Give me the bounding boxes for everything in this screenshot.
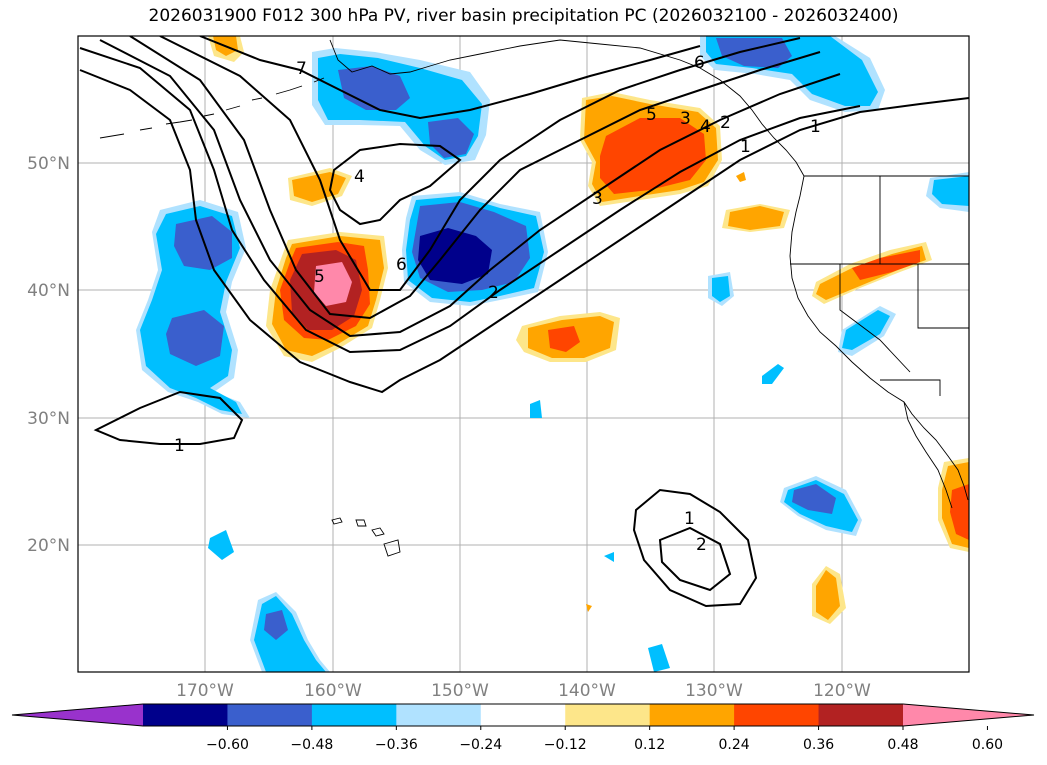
contour-label: 1 [810, 117, 821, 137]
latitude-labels: 50°N 40°N 30°N 20°N [27, 154, 70, 556]
colorbar-tick-label: −0.36 [375, 737, 418, 753]
shading-orange-123w [586, 566, 846, 624]
colorbar-segment [818, 704, 904, 726]
contour-labels: 7 6 5 4 3 2 1 6 5 3 4 2 1 1 1 2 [174, 53, 821, 555]
shading-blue-montana [926, 172, 969, 212]
contour-label: 2 [488, 283, 499, 303]
contour-label: 4 [700, 117, 711, 137]
contour-label: 1 [684, 509, 695, 529]
colorbar-tick-label: −0.12 [544, 737, 587, 753]
shading-orange-146w [516, 312, 620, 362]
shading-orange-nevada [812, 242, 932, 304]
contour-label: 3 [592, 189, 603, 209]
colorbar-tick-label: 0.12 [634, 737, 665, 753]
longitude-labels: 170°W 160°W 150°W 140°W 130°W 120°W [176, 681, 871, 701]
contour-label: 1 [174, 436, 185, 456]
shading-blue-130w [708, 272, 734, 306]
contour-label: 1 [740, 137, 751, 157]
colorbar-tick-label: 0.24 [719, 737, 750, 753]
shading-blue-123w [780, 476, 862, 536]
colorbar-segment [565, 704, 651, 726]
colorbar-tick-label: −0.24 [459, 737, 502, 753]
colorbar-segment [649, 704, 735, 726]
colorbar-outline [11, 703, 1035, 727]
colorbar-tick-label: −0.60 [206, 737, 249, 753]
contour-label: 7 [296, 59, 307, 79]
colorbar-segment [227, 704, 313, 726]
lat-label: 40°N [27, 281, 70, 301]
lon-label: 120°W [813, 681, 871, 701]
colorbar-extend-high [903, 704, 1034, 726]
shading-blue-west [136, 200, 250, 418]
colorbar: −0.60 −0.48 −0.36 −0.24 −0.12 0.12 0.24 0.36 0.4… [11, 703, 1035, 753]
contour-label: 4 [354, 167, 365, 187]
colorbar-tick-label: 0.60 [972, 737, 1003, 753]
colorbar-tick-label: −0.48 [290, 737, 333, 753]
shading-orange-mexico [938, 458, 969, 552]
plot-frame [77, 35, 970, 673]
colorbar-segment [480, 704, 566, 726]
colorbar-segment [143, 704, 228, 726]
colorbar-extend-low [12, 704, 143, 726]
lon-label: 130°W [685, 681, 743, 701]
colorbar-tick-label: 0.36 [803, 737, 834, 753]
shading-red-133w [580, 92, 722, 206]
contour-label: 3 [680, 109, 691, 129]
shading-orange-125w [722, 172, 790, 232]
colorbar-segment [311, 704, 397, 726]
lon-label: 140°W [558, 681, 616, 701]
pv-contours [79, 36, 969, 608]
map-title: 2026031900 F012 300 hPa PV, river basin … [148, 6, 899, 26]
shading-blue-gulf [700, 36, 885, 112]
contour-label: 2 [696, 535, 707, 555]
lon-label: 170°W [176, 681, 234, 701]
lat-label: 50°N [27, 154, 70, 174]
colorbar-segment [396, 704, 482, 726]
lat-label: 20°N [27, 536, 70, 556]
map-content: 7 6 5 4 3 2 1 6 5 3 4 2 1 1 1 2 [78, 36, 969, 672]
lat-label: 30°N [27, 409, 70, 429]
shading-darkblue-150w [402, 192, 548, 306]
contour-label: 6 [396, 255, 407, 275]
contour-label: 5 [646, 105, 657, 125]
shading-blue-south [208, 400, 670, 672]
lon-label: 150°W [431, 681, 489, 701]
colorbar-tick-label: 0.48 [887, 737, 918, 753]
lon-label: 160°W [304, 681, 362, 701]
contour-label: 5 [314, 267, 325, 287]
contour-label: 6 [694, 53, 705, 73]
coastlines [99, 39, 969, 557]
contour-label: 2 [720, 113, 731, 133]
colorbar-segment [734, 704, 820, 726]
